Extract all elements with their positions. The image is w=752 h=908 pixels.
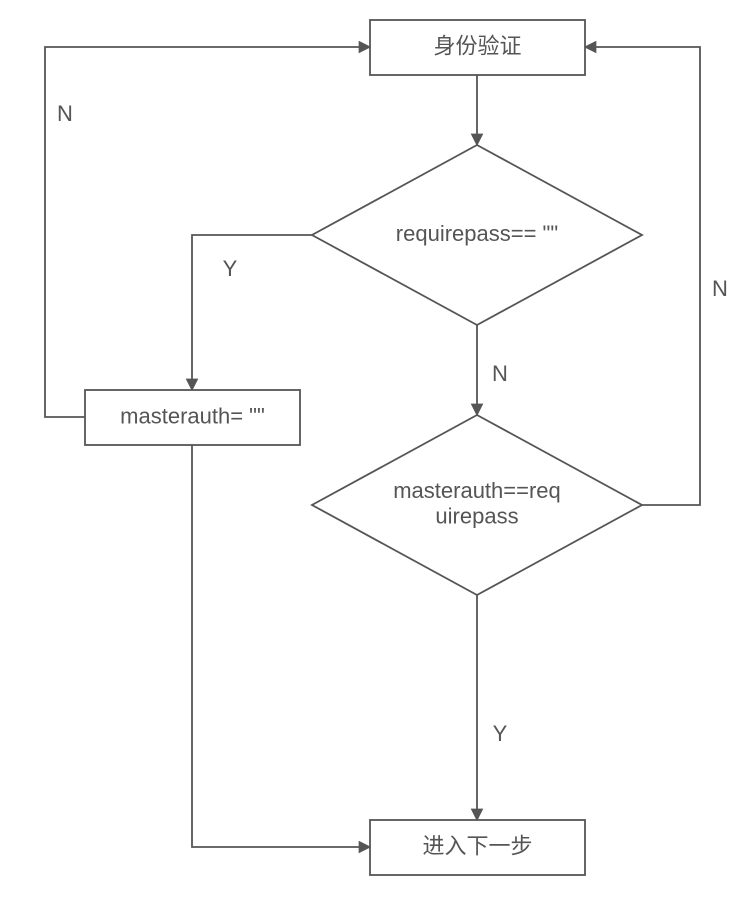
node-label-n4-1: uirepass [435,503,518,528]
node-label-n2-0: requirepass== "" [396,221,558,246]
edge-label-e_n2_Y: Y [223,256,238,281]
edge-e_n4_N [585,47,700,505]
edge-label-e_n2_N: N [492,361,508,386]
node-n5: 进入下一步 [370,820,585,875]
node-n4: masterauth==requirepass [312,415,642,595]
node-label-n4-0: masterauth==req [393,478,561,503]
edge-e_n2_Y [192,235,312,390]
node-n3: masterauth= "" [85,390,300,445]
edge-label-e_n4_N: N [712,276,728,301]
node-n2: requirepass== "" [312,145,642,325]
node-label-n3-0: masterauth= "" [120,403,265,428]
edge-label-e_n3_N: N [57,101,73,126]
node-n1: 身份验证 [370,20,585,75]
edge-label-e_n4_Y: Y [493,721,508,746]
node-label-n1-0: 身份验证 [433,33,521,58]
node-label-n5-0: 进入下一步 [422,833,532,858]
